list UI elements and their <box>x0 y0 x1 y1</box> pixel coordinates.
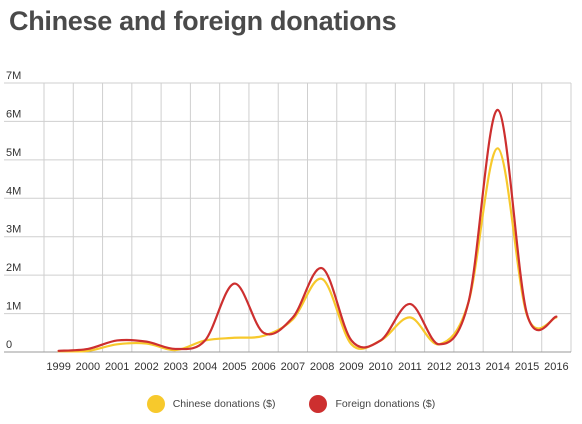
y-tick-label: 5M <box>6 147 21 159</box>
x-tick-label: 2002 <box>134 361 158 373</box>
x-tick-label: 2003 <box>164 361 188 373</box>
legend-item-foreign[interactable]: Foreign donations ($) <box>309 395 435 413</box>
x-tick-label: 2005 <box>222 361 246 373</box>
x-tick-label: 2001 <box>105 361 129 373</box>
legend-item-chinese[interactable]: Chinese donations ($) <box>146 395 276 413</box>
x-tick-label: 1999 <box>46 361 70 373</box>
y-tick-label: 4M <box>6 185 21 197</box>
legend-swatch-foreign <box>309 395 328 413</box>
x-tick-label: 2004 <box>193 361 217 373</box>
series-line-chinese <box>57 147 558 353</box>
x-tick-label: 2009 <box>339 361 363 373</box>
x-tick-label: 2008 <box>310 361 334 373</box>
x-tick-label: 2007 <box>281 361 305 373</box>
x-tick-label: 2014 <box>486 361 510 373</box>
chart-title: Chinese and foreign donations <box>9 6 397 36</box>
x-tick-label: 2015 <box>515 361 539 373</box>
line-chart: 0 1M 2M 3M 4M 5M 6M 7M 1999 2000 2001 2002 2003 2004… <box>4 70 572 373</box>
y-tick-label: 3M <box>6 224 21 236</box>
y-tick-label: 7M <box>6 70 21 82</box>
x-tick-label: 2000 <box>76 361 100 373</box>
x-tick-label: 2012 <box>427 361 451 373</box>
x-tick-label: 2013 <box>456 361 480 373</box>
y-tick-label: 0 <box>6 339 12 351</box>
series-line-foreign <box>57 108 558 352</box>
x-tick-label: 2011 <box>398 361 422 373</box>
y-tick-label: 1M <box>6 301 21 313</box>
x-tick-label: 2016 <box>544 361 568 373</box>
legend-label-foreign: Foreign donations ($) <box>335 398 436 410</box>
legend: Chinese donations ($) Foreign donations … <box>0 395 582 413</box>
y-tick-label: 2M <box>6 262 21 274</box>
legend-label-chinese: Chinese donations ($) <box>172 398 276 410</box>
y-tick-label: 6M <box>6 108 21 120</box>
grid <box>4 82 572 353</box>
x-axis-tick-labels: 1999 2000 2001 2002 2003 2004 2005 2006 2007 2008… <box>46 361 568 373</box>
y-axis-tick-labels: 0 1M 2M 3M 4M 5M 6M 7M <box>6 70 21 351</box>
x-tick-label: 2010 <box>368 361 392 373</box>
series-lines <box>57 108 558 353</box>
x-tick-label: 2006 <box>251 361 275 373</box>
legend-swatch-chinese <box>146 395 165 413</box>
